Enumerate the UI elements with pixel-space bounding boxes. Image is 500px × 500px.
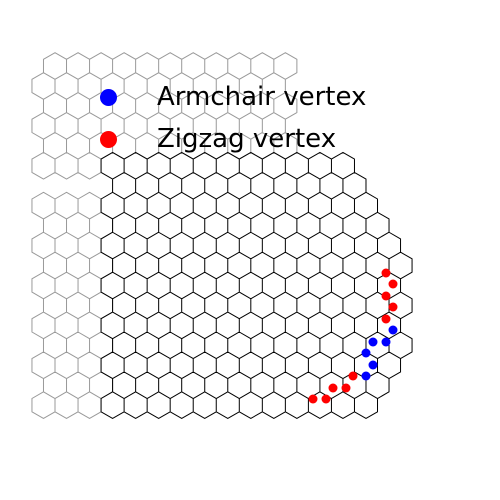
zigzag-marker-icon bbox=[100, 130, 117, 148]
armchair-vertex bbox=[368, 337, 378, 347]
legend-label-armchair: Armchair vertex bbox=[157, 82, 367, 112]
zigzag-vertex bbox=[341, 383, 351, 393]
zigzag-vertex bbox=[348, 371, 358, 381]
legend: Armchair vertex Zigzag vertex bbox=[92, 76, 366, 160]
armchair-vertex bbox=[361, 348, 371, 358]
inner-lattice bbox=[100, 151, 413, 420]
zigzag-vertex bbox=[328, 383, 338, 393]
armchair-vertex bbox=[368, 360, 378, 370]
boundary-vertices bbox=[308, 268, 398, 404]
zigzag-vertex bbox=[321, 394, 331, 404]
zigzag-vertex bbox=[388, 279, 398, 289]
zigzag-vertex bbox=[381, 291, 391, 301]
zigzag-vertex bbox=[388, 302, 398, 312]
legend-item-armchair: Armchair vertex bbox=[92, 76, 366, 118]
inner-hex-mesh bbox=[100, 151, 413, 420]
legend-label-zigzag: Zigzag vertex bbox=[157, 124, 337, 154]
armchair-vertex bbox=[361, 371, 371, 381]
zigzag-vertex bbox=[381, 314, 391, 324]
armchair-vertex bbox=[388, 325, 398, 335]
zigzag-vertex bbox=[381, 268, 391, 278]
armchair-marker-icon bbox=[100, 88, 117, 106]
armchair-vertex bbox=[381, 337, 391, 347]
zigzag-vertex bbox=[308, 394, 318, 404]
legend-item-zigzag: Zigzag vertex bbox=[92, 118, 366, 160]
